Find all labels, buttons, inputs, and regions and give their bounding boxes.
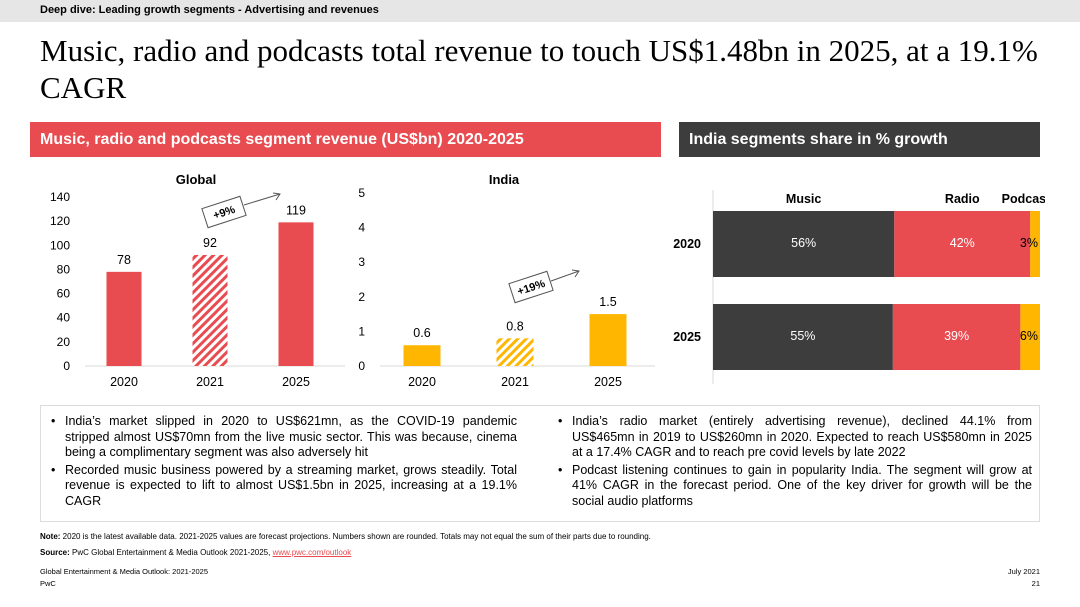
bar-2021 <box>192 254 228 366</box>
source-label: Source: <box>40 548 70 557</box>
footer-page-number: 21 <box>1031 579 1040 588</box>
segment-music-2025 <box>713 304 893 370</box>
bar-value-label: 1.5 <box>599 295 616 309</box>
segment-label: 55% <box>790 329 815 343</box>
x-tick-label: 2025 <box>594 375 622 389</box>
y-tick-label: 80 <box>57 262 71 276</box>
note-label: Note: <box>40 532 61 541</box>
commentary-left: India’s market slipped in 2020 to US$621… <box>49 414 517 511</box>
footer-publication: Global Entertainment & Media Outlook: 20… <box>40 567 209 576</box>
y-tick-label: 4 <box>358 221 365 235</box>
segment-podcast-2020 <box>1030 211 1040 277</box>
segment-radio-2025 <box>892 304 1021 370</box>
segment-music-2020 <box>713 211 895 277</box>
india-revenue-chart: India 0 1 2 3 4 5 0.6 2020 0.8 2021 1.5 2025 +19% <box>358 172 655 389</box>
commentary-box: India’s market slipped in 2020 to US$621… <box>40 405 1040 522</box>
source-link[interactable]: www.pwc.com/outlook <box>272 548 352 557</box>
legend-radio: Radio <box>945 192 980 206</box>
growth-badge: +19% <box>508 270 554 304</box>
bar-value-label: 119 <box>286 203 306 217</box>
note-text: 2020 is the latest available data. 2021-… <box>60 532 651 541</box>
growth-arrow <box>243 192 281 206</box>
segment-label: 42% <box>950 236 975 250</box>
segment-radio-2020 <box>894 211 1031 277</box>
growth-badge: +9% <box>201 195 247 229</box>
growth-badge-box <box>201 195 247 229</box>
row-label-2020: 2020 <box>673 237 701 251</box>
note: Note: 2020 is the latest available data.… <box>40 532 651 541</box>
segment-label: 56% <box>791 236 816 250</box>
bar-value-label: 0.6 <box>413 326 430 340</box>
page-title: Music, radio and podcasts total revenue … <box>40 33 1038 105</box>
legend-music: Music <box>786 192 821 206</box>
y-tick-label: 100 <box>50 238 70 252</box>
x-tick-label: 2021 <box>196 375 224 389</box>
growth-arrow <box>550 269 580 282</box>
top-banner: Deep dive: Leading growth segments - Adv… <box>0 0 1080 22</box>
bar-value-label: 92 <box>203 236 217 250</box>
x-tick-label: 2020 <box>408 375 436 389</box>
bullet-item: India’s radio market (entirely advertisi… <box>556 414 1032 461</box>
segment-label: 6% <box>1020 329 1038 343</box>
global-revenue-chart: Global 0 20 40 60 80 100 120 140 78 2020 92 2021 119 2… <box>50 172 345 389</box>
bullet-item: Recorded music business powered by a str… <box>49 463 517 510</box>
segment-label: 39% <box>944 329 969 343</box>
growth-badge-box <box>508 270 554 304</box>
y-tick-label: 1 <box>358 324 365 338</box>
bullet-item: India’s market slipped in 2020 to US$621… <box>49 414 517 461</box>
y-tick-label: 5 <box>358 186 365 200</box>
india-share-chart: Music Radio Podcast 2020 56% 42% 3% 2025 55% 39% 6… <box>673 190 1045 384</box>
share-chart-header: India segments share in % growth <box>679 122 1040 157</box>
chart-title: India <box>489 172 520 187</box>
footer-brand: PwC <box>40 579 56 588</box>
bar-2020 <box>403 345 441 366</box>
bar-2025 <box>278 222 314 366</box>
segment-label: 3% <box>1020 236 1038 250</box>
x-tick-label: 2021 <box>501 375 529 389</box>
source-text: PwC Global Entertainment & Media Outlook… <box>69 548 273 557</box>
y-tick-label: 60 <box>57 287 71 301</box>
section-label: Deep dive: Leading growth segments - Adv… <box>40 4 379 16</box>
y-tick-label: 2 <box>358 290 365 304</box>
y-tick-label: 3 <box>358 255 365 269</box>
source: Source: PwC Global Entertainment & Media… <box>40 548 351 557</box>
y-tick-label: 140 <box>50 190 70 204</box>
bar-value-label: 78 <box>117 253 131 267</box>
bullet-item: Podcast listening continues to gain in p… <box>556 463 1032 510</box>
commentary-right: India’s radio market (entirely advertisi… <box>556 414 1032 511</box>
y-tick-label: 120 <box>50 214 70 228</box>
bar-value-label: 0.8 <box>506 319 523 333</box>
y-tick-label: 0 <box>358 359 365 373</box>
footer-date: July 2021 <box>1007 567 1040 576</box>
row-label-2025: 2025 <box>673 330 701 344</box>
chart-title: Global <box>176 172 216 187</box>
bar-2021 <box>496 338 534 366</box>
x-tick-label: 2025 <box>282 375 310 389</box>
x-tick-label: 2020 <box>110 375 138 389</box>
revenue-chart-header: Music, radio and podcasts segment revenu… <box>30 122 661 157</box>
bar-2020 <box>106 271 142 366</box>
y-tick-label: 40 <box>57 311 71 325</box>
y-tick-label: 0 <box>63 359 70 373</box>
bar-2025 <box>589 314 627 366</box>
segment-podcast-2025 <box>1020 304 1040 370</box>
legend-podcast: Podcast <box>1002 192 1045 206</box>
y-tick-label: 20 <box>57 335 71 349</box>
